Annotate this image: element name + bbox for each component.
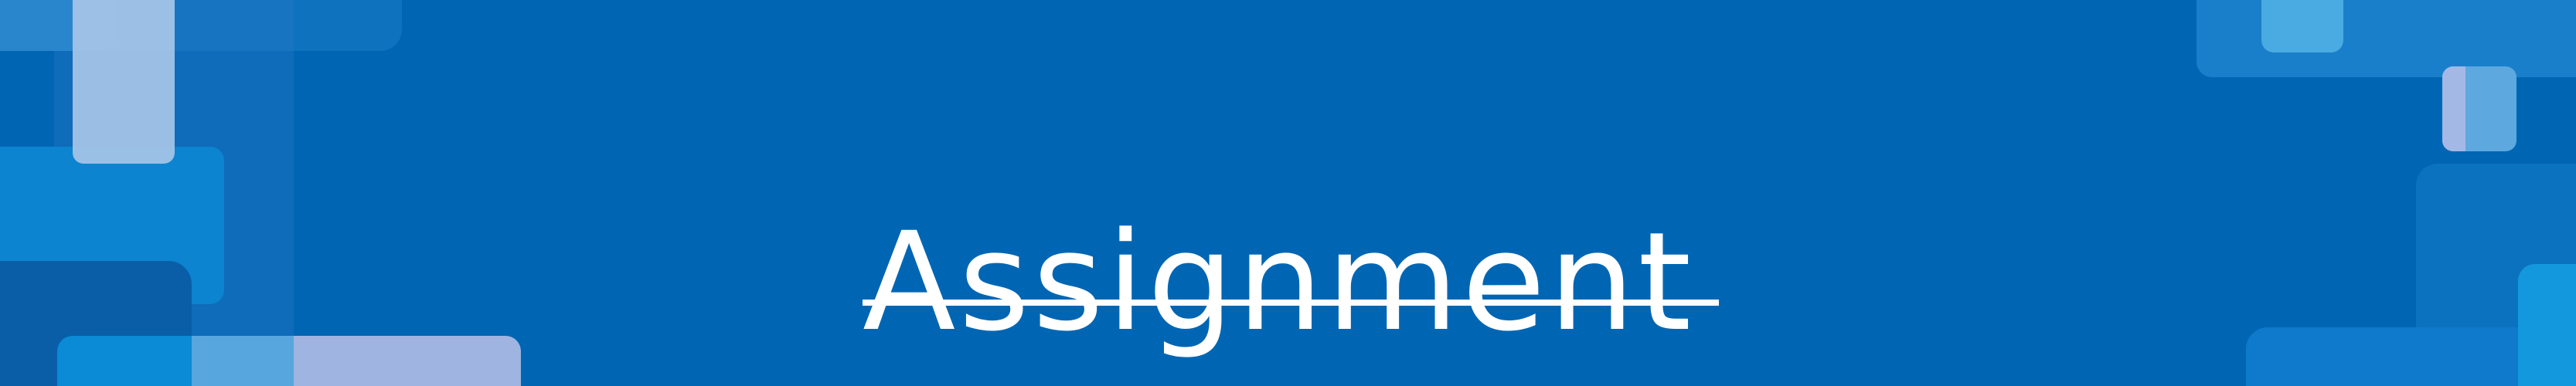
page-title: Assignment [863,202,1695,361]
title-underline [863,300,1719,306]
decorative-block-right-bottom-cyan [2518,264,2576,386]
decorative-block-left-bottom-lavender [294,336,521,386]
decorative-block-right-top-light [2261,0,2343,52]
decorative-block-right-top-strip [2197,0,2576,77]
decorative-block-left-pale-bar [73,0,175,164]
decorative-block-left-bottom-light [192,336,294,386]
decorative-block-right-small-lavender [2442,66,2465,151]
